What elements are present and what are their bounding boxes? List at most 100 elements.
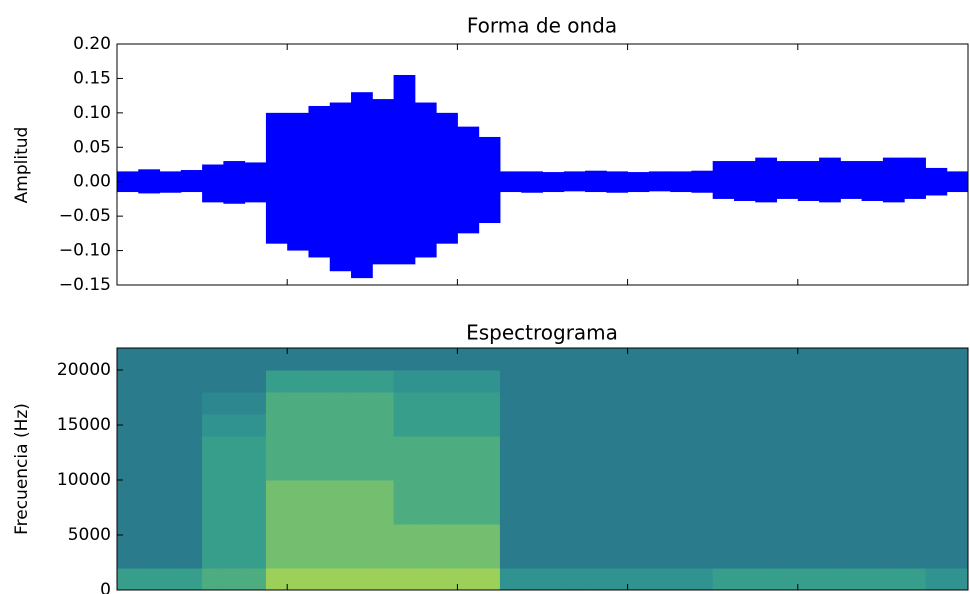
spectrogram-cell	[457, 568, 479, 591]
spectrogram-cell	[266, 524, 288, 547]
waveform-segment	[223, 161, 245, 204]
spectrogram-cell	[308, 392, 330, 415]
spectrogram-cell	[521, 458, 543, 481]
spectrogram-cell	[628, 392, 650, 415]
spectrogram-cell	[479, 370, 501, 393]
spectrogram-cell	[585, 348, 607, 371]
spectrogram-cell	[372, 568, 394, 591]
spectrogram-cell	[521, 502, 543, 525]
waveform-segment	[287, 113, 309, 251]
spectrogram-cell	[904, 348, 926, 371]
spectrogram-cell	[628, 436, 650, 459]
spectrogram-cell	[649, 546, 671, 569]
spectrogram-cell	[543, 524, 565, 547]
spectrogram-cell	[925, 436, 947, 459]
spectrogram-cell	[330, 458, 352, 481]
spectrogram-cell	[691, 458, 713, 481]
spectrogram-cell	[840, 414, 862, 437]
spectrogram-cell	[308, 524, 330, 547]
spectrogram-cell	[883, 348, 905, 371]
spectrogram-cell	[245, 370, 267, 393]
spectrogram-cell	[819, 546, 841, 569]
spectrogram-cell	[904, 568, 926, 591]
spectrogram-cell	[564, 524, 586, 547]
spectrogram-cell	[947, 546, 969, 569]
spectrogram-cell	[862, 414, 884, 437]
waveform-segment	[479, 137, 501, 223]
spectrogram-cell	[883, 458, 905, 481]
spectrogram-cell	[521, 414, 543, 437]
spectrogram-cell	[713, 414, 735, 437]
waveform-segment	[819, 158, 841, 203]
spectrogram-cell	[798, 568, 820, 591]
spectrogram-cell	[606, 436, 628, 459]
spectrogram-cell	[904, 458, 926, 481]
spectrogram-cell	[415, 392, 437, 415]
spectrogram-cell	[181, 502, 203, 525]
y-tick-label: 20000	[57, 360, 111, 380]
spectrogram-cell	[138, 524, 160, 547]
spectrogram-cell	[628, 348, 650, 371]
spectrogram-cell	[777, 480, 799, 503]
y-tick-label: −0.15	[59, 275, 111, 295]
spectrogram-cell	[245, 524, 267, 547]
spectrogram-cell	[223, 480, 245, 503]
spectrogram-cell	[181, 348, 203, 371]
spectrogram-cell	[457, 348, 479, 371]
spectrogram-cell	[436, 502, 458, 525]
spectrogram-cell	[351, 480, 373, 503]
spectrogram-cell	[649, 480, 671, 503]
spectrogram-cell	[372, 436, 394, 459]
waveform-segment	[734, 161, 756, 201]
spectrogram-cell	[840, 436, 862, 459]
spectrogram-cell	[181, 480, 203, 503]
spectrogram-cell	[755, 480, 777, 503]
spectrogram-cell	[819, 458, 841, 481]
spectrogram-cell	[628, 370, 650, 393]
spectrogram-cell	[734, 502, 756, 525]
spectrogram-cell	[351, 524, 373, 547]
spectrogram-cell	[543, 458, 565, 481]
waveform-segment	[351, 92, 373, 278]
spectrogram-cell	[606, 414, 628, 437]
spectrogram-cell	[415, 458, 437, 481]
spectrogram-cell	[691, 568, 713, 591]
spectrogram-cell	[585, 502, 607, 525]
spectrogram-cell	[585, 436, 607, 459]
spectrogram-cell	[755, 458, 777, 481]
spectrogram-cell	[862, 568, 884, 591]
spectrogram-cell	[798, 370, 820, 393]
spectrogram-cell	[862, 392, 884, 415]
spectrogram-cell	[223, 370, 245, 393]
waveform-segment	[436, 113, 458, 244]
spectrogram-cell	[436, 414, 458, 437]
spectrogram-cell	[415, 524, 437, 547]
spectrogram-cell	[606, 502, 628, 525]
spectrogram-cell	[372, 480, 394, 503]
spectrogram-cell	[245, 480, 267, 503]
spectrogram-cell	[649, 502, 671, 525]
y-tick-label: 0.20	[73, 34, 111, 54]
spectrogram-cell	[479, 502, 501, 525]
spectrogram-cell	[457, 480, 479, 503]
spectrogram-cell	[117, 458, 139, 481]
y-tick-label: 0.10	[73, 103, 111, 123]
spectrogram-cell	[734, 458, 756, 481]
spectrogram-cell	[245, 348, 267, 371]
spectrogram-cell	[500, 370, 522, 393]
spectrogram-cell	[543, 370, 565, 393]
spectrogram-cell	[691, 370, 713, 393]
spectrogram-cell	[287, 480, 309, 503]
waveform-segment	[798, 161, 820, 201]
spectrogram-cell	[245, 458, 267, 481]
spectrogram-cell	[734, 436, 756, 459]
spectrogram-cell	[649, 436, 671, 459]
spectrogram-cell	[160, 436, 182, 459]
spectrogram-cell	[500, 546, 522, 569]
waveform-segment	[415, 103, 437, 258]
spectrogram-cell	[287, 546, 309, 569]
spectrogram-cell	[798, 414, 820, 437]
spectrogram-cell	[308, 546, 330, 569]
spectrogram-cell	[181, 370, 203, 393]
spectrogram-cell	[691, 502, 713, 525]
